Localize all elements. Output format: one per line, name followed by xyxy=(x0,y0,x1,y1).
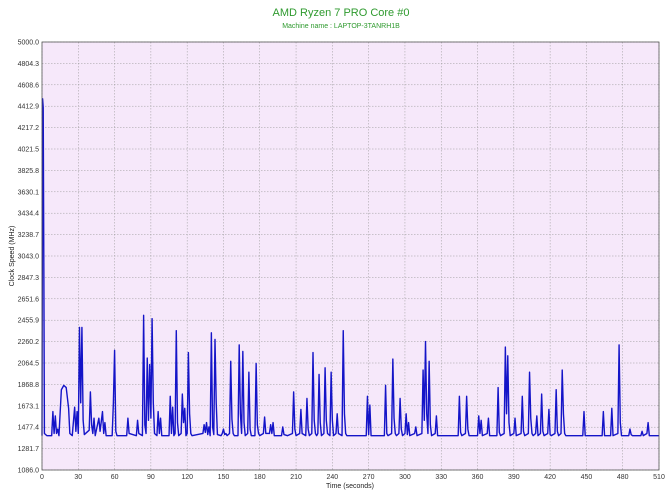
x-tick-label: 480 xyxy=(617,474,629,481)
x-tick-label: 420 xyxy=(544,474,556,481)
y-tick-label: 3630.1 xyxy=(18,189,40,196)
y-tick-label: 2455.9 xyxy=(18,318,40,325)
y-tick-label: 3434.4 xyxy=(18,211,40,218)
x-tick-label: 300 xyxy=(399,474,411,481)
y-tick-label: 4412.9 xyxy=(18,104,40,111)
y-tick-label: 2651.6 xyxy=(18,296,40,303)
x-tick-label: 510 xyxy=(653,474,665,481)
chart-subtitle: Machine name : LAPTOP-3TANRH1B xyxy=(282,23,400,30)
y-tick-label: 4804.3 xyxy=(18,61,40,68)
axis-ticks: 1086.0 1281.7 1477.4 1673.1 1868.8 2064.5 2260… xyxy=(18,40,665,482)
x-tick-label: 0 xyxy=(40,474,44,481)
x-tick-label: 450 xyxy=(581,474,593,481)
x-tick-label: 180 xyxy=(254,474,266,481)
x-tick-label: 330 xyxy=(435,474,447,481)
x-tick-label: 90 xyxy=(147,474,155,481)
x-tick-label: 120 xyxy=(181,474,193,481)
plot-border xyxy=(41,41,660,471)
plot-area xyxy=(42,42,659,470)
series-line xyxy=(41,98,659,437)
y-tick-label: 2260.2 xyxy=(18,339,40,346)
chart-title: AMD Ryzen 7 PRO Core #0 xyxy=(273,7,410,19)
y-tick-label: 1086.0 xyxy=(18,468,40,475)
y-tick-label: 3825.8 xyxy=(18,168,40,175)
y-tick-label: 4217.2 xyxy=(18,125,40,132)
y-tick-label: 3043.0 xyxy=(18,254,40,261)
y-axis-label: Clock Speed (MHz) xyxy=(9,226,16,287)
y-tick-label: 3238.7 xyxy=(18,232,40,239)
x-tick-label: 210 xyxy=(290,474,302,481)
y-tick-label: 2064.5 xyxy=(18,361,40,368)
series-layer xyxy=(41,98,659,437)
y-tick-label: 5000.0 xyxy=(18,40,40,47)
x-axis-label: Time (seconds) xyxy=(326,483,374,490)
y-tick-label: 1281.7 xyxy=(18,446,40,453)
x-tick-label: 30 xyxy=(74,474,82,481)
x-tick-label: 390 xyxy=(508,474,520,481)
y-tick-label: 2847.3 xyxy=(18,275,40,282)
x-tick-label: 150 xyxy=(218,474,230,481)
x-tick-label: 240 xyxy=(327,474,339,481)
y-tick-label: 4021.5 xyxy=(18,147,40,154)
y-tick-label: 1673.1 xyxy=(18,403,40,410)
x-tick-label: 270 xyxy=(363,474,375,481)
y-tick-label: 4608.6 xyxy=(18,82,40,89)
y-tick-label: 1477.4 xyxy=(18,425,40,432)
x-tick-label: 60 xyxy=(111,474,119,481)
x-tick-label: 360 xyxy=(472,474,484,481)
y-tick-label: 1868.8 xyxy=(18,382,40,389)
